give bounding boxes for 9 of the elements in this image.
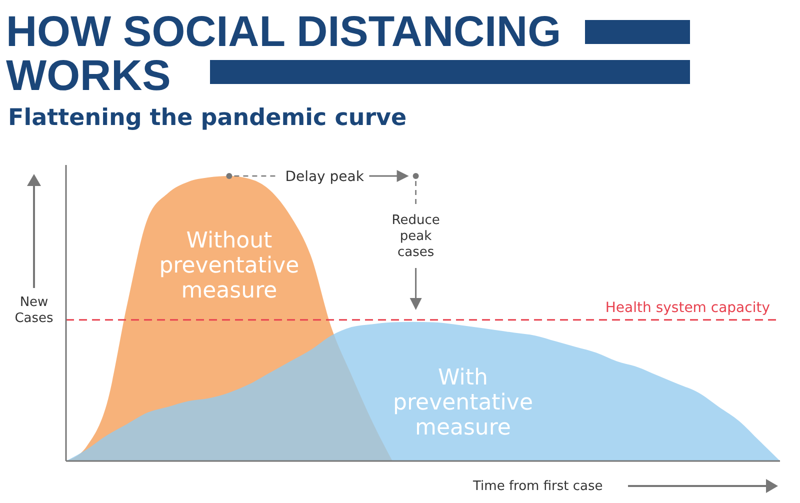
- x-axis-title: Time from first case: [472, 479, 603, 494]
- annotation: Delay peak: [285, 169, 365, 185]
- ref-line-label: Health system capacity: [605, 300, 770, 316]
- y-axis-title: New Cases: [14, 295, 54, 326]
- chart-subtitle: Flattening the pandemic curve: [8, 105, 407, 131]
- chart-title: HOW SOCIAL DISTANCING WORKS: [6, 8, 562, 100]
- series-label: Without preventative measure: [159, 228, 300, 304]
- series-label: With preventative measure: [393, 366, 533, 441]
- annotation: Reduce peak cases: [392, 213, 440, 260]
